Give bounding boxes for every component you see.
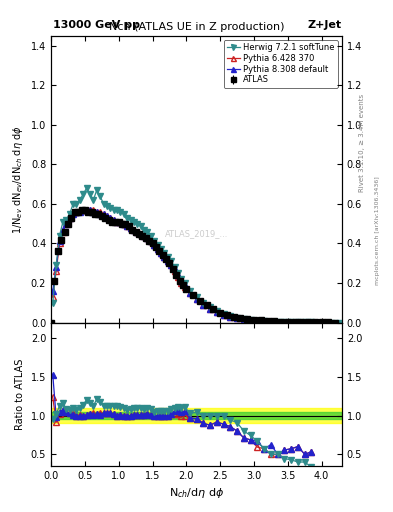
Bar <box>51 412 342 419</box>
Pythia 6.428 370 <box>50 294 55 300</box>
Pythia 6.428 370 <box>77 207 82 213</box>
Pythia 8.308 default <box>152 242 156 248</box>
Pythia 8.308 default <box>111 217 116 223</box>
Pythia 8.308 default <box>50 288 55 294</box>
Text: Z+Jet: Z+Jet <box>308 20 342 30</box>
Herwig 7.2.1 softTune <box>84 185 89 191</box>
Herwig 7.2.1 softTune <box>118 209 123 215</box>
Y-axis label: 1/N$_{ev}$ dN$_{ev}$/dN$_{ch}$ d$\eta$ d$\phi$: 1/N$_{ev}$ dN$_{ev}$/dN$_{ch}$ d$\eta$ d… <box>11 125 25 233</box>
Pythia 8.308 default <box>336 319 341 326</box>
Pythia 6.428 370 <box>111 217 116 223</box>
X-axis label: N$_{ch}$/d$\eta$ d$\phi$: N$_{ch}$/d$\eta$ d$\phi$ <box>169 486 224 500</box>
Herwig 7.2.1 softTune <box>336 319 341 326</box>
Pythia 6.428 370 <box>152 242 156 248</box>
Herwig 7.2.1 softTune <box>329 319 334 326</box>
Line: Pythia 8.308 default: Pythia 8.308 default <box>50 207 341 325</box>
Pythia 8.308 default <box>118 219 123 225</box>
Legend: Herwig 7.2.1 softTune, Pythia 6.428 370, Pythia 8.308 default, ATLAS: Herwig 7.2.1 softTune, Pythia 6.428 370,… <box>224 40 338 88</box>
Text: Rivet 3.1.10, ≥ 3.4M events: Rivet 3.1.10, ≥ 3.4M events <box>358 94 365 193</box>
Herwig 7.2.1 softTune <box>50 300 55 306</box>
Pythia 8.308 default <box>159 250 163 257</box>
Pythia 6.428 370 <box>336 319 341 326</box>
Herwig 7.2.1 softTune <box>111 207 116 213</box>
Pythia 8.308 default <box>81 207 86 213</box>
Herwig 7.2.1 softTune <box>159 246 163 252</box>
Herwig 7.2.1 softTune <box>152 239 156 245</box>
Line: Pythia 6.428 370: Pythia 6.428 370 <box>50 207 341 325</box>
Text: mcplots.cern.ch [arXiv:1306.3436]: mcplots.cern.ch [arXiv:1306.3436] <box>375 176 380 285</box>
Pythia 6.428 370 <box>118 219 123 225</box>
Pythia 6.428 370 <box>215 309 219 315</box>
Pythia 6.428 370 <box>329 319 334 326</box>
Pythia 6.428 370 <box>159 250 163 257</box>
Line: Herwig 7.2.1 softTune: Herwig 7.2.1 softTune <box>50 185 341 325</box>
Title: Nch (ATLAS UE in Z production): Nch (ATLAS UE in Z production) <box>109 23 284 32</box>
Herwig 7.2.1 softTune <box>215 308 219 314</box>
Pythia 8.308 default <box>215 309 219 315</box>
Text: ATLAS_2019_...: ATLAS_2019_... <box>165 229 228 239</box>
Text: 13000 GeV pp: 13000 GeV pp <box>53 20 140 30</box>
Bar <box>51 408 342 423</box>
Y-axis label: Ratio to ATLAS: Ratio to ATLAS <box>15 358 25 430</box>
Pythia 8.308 default <box>329 319 334 326</box>
